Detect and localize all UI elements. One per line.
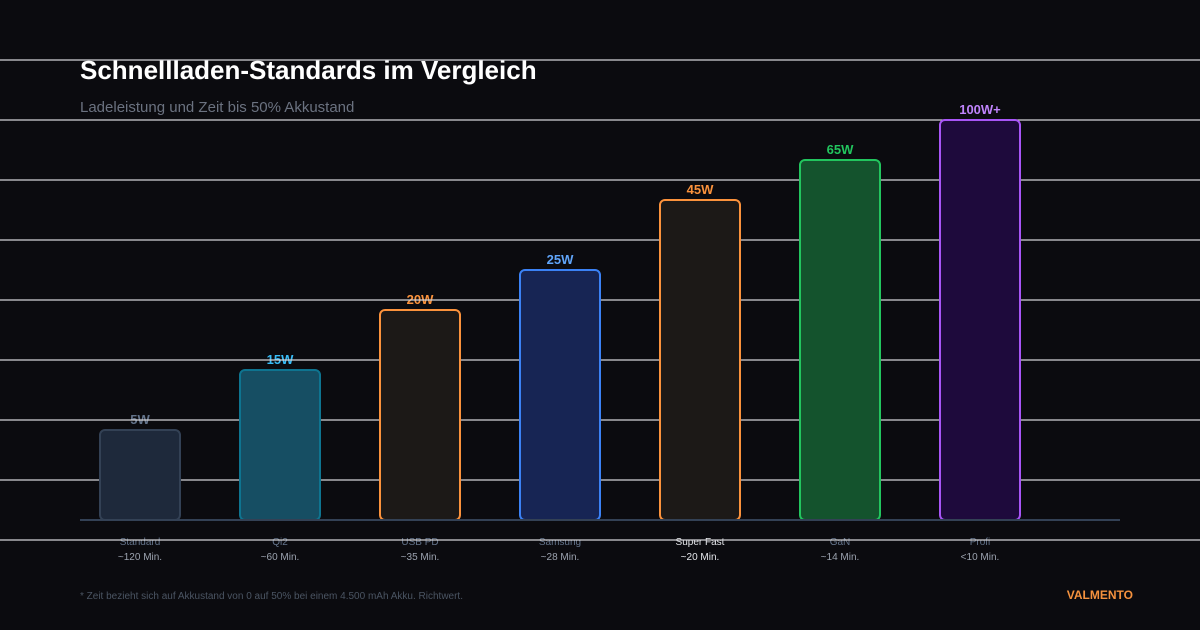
category-label: USB PD: [401, 537, 438, 548]
bar-value-label: 45W: [687, 182, 714, 197]
category-label: GaN: [830, 537, 851, 548]
time-label: ~20 Min.: [681, 552, 720, 563]
bar-standard: [99, 429, 181, 521]
bar-super-fast: [659, 199, 741, 521]
time-label: ~14 Min.: [821, 552, 860, 563]
category-label: Samsung: [539, 537, 581, 548]
time-label: ~35 Min.: [401, 552, 440, 563]
chart-subtitle: Ladeleistung und Zeit bis 50% Akkustand: [80, 99, 354, 116]
category-label: Profi: [970, 537, 991, 548]
bar-value-label: 65W: [827, 142, 854, 157]
time-label: ~28 Min.: [541, 552, 580, 563]
bar-value-label: 100W+: [959, 102, 1001, 117]
category-label: Qi2: [272, 537, 288, 548]
brand-logo: VALMENTO: [1067, 588, 1133, 602]
time-label: ~120 Min.: [118, 552, 162, 563]
bar-samsung: [519, 269, 601, 521]
footnote: * Zeit bezieht sich auf Akkustand von 0 …: [80, 591, 463, 602]
bar-usb-pd: [379, 309, 461, 521]
bar-qi2: [239, 369, 321, 521]
time-label: ~60 Min.: [261, 552, 300, 563]
category-label: Super Fast: [676, 537, 725, 548]
time-label: <10 Min.: [961, 552, 1000, 563]
bar-gan: [799, 159, 881, 521]
bar-profi: [939, 119, 1021, 521]
category-label: Standard: [120, 537, 161, 548]
bar-value-label: 25W: [547, 252, 574, 267]
